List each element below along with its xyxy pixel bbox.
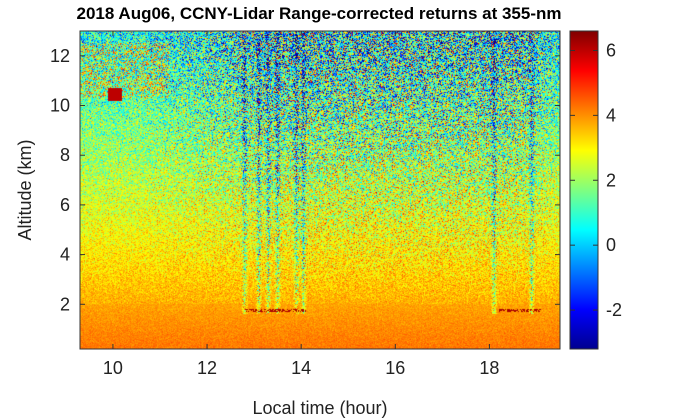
y-axis-ticks: 2 4 6 8 10 12: [50, 46, 560, 314]
y-axis-label: Altitude (km): [15, 139, 35, 240]
x-tick-label: 10: [103, 358, 123, 378]
heatmap-image: [80, 31, 560, 349]
chart-title: 2018 Aug06, CCNY-Lidar Range-corrected r…: [76, 4, 562, 23]
plot-frame: [79, 30, 561, 350]
y-tick-label: 8: [60, 145, 70, 165]
x-axis-label: Local time (hour): [252, 398, 387, 418]
colorbar-ticks: -2 0 2 4 6: [570, 40, 622, 320]
y-tick-label: 2: [60, 294, 70, 314]
colorbar-tick-label: 4: [606, 105, 616, 125]
colorbar-tick-label: -2: [606, 300, 622, 320]
x-tick-label: 14: [291, 358, 311, 378]
x-tick-label: 18: [479, 358, 499, 378]
y-tick-label: 10: [50, 96, 70, 116]
colorbar-tick-label: 6: [606, 40, 616, 60]
y-tick-label: 12: [50, 46, 70, 66]
colorbar-tick-label: 2: [606, 170, 616, 190]
x-tick-label: 12: [197, 358, 217, 378]
x-axis-ticks: 10 12 14 16 18: [103, 31, 499, 378]
colorbar: -2 0 2 4 6: [569, 30, 622, 350]
y-tick-label: 6: [60, 195, 70, 215]
colorbar-tick-label: 0: [606, 235, 616, 255]
x-tick-label: 16: [385, 358, 405, 378]
y-tick-label: 4: [60, 245, 70, 265]
colorbar-scale: [569, 30, 599, 350]
heatmap-plot-area: [79, 30, 561, 350]
